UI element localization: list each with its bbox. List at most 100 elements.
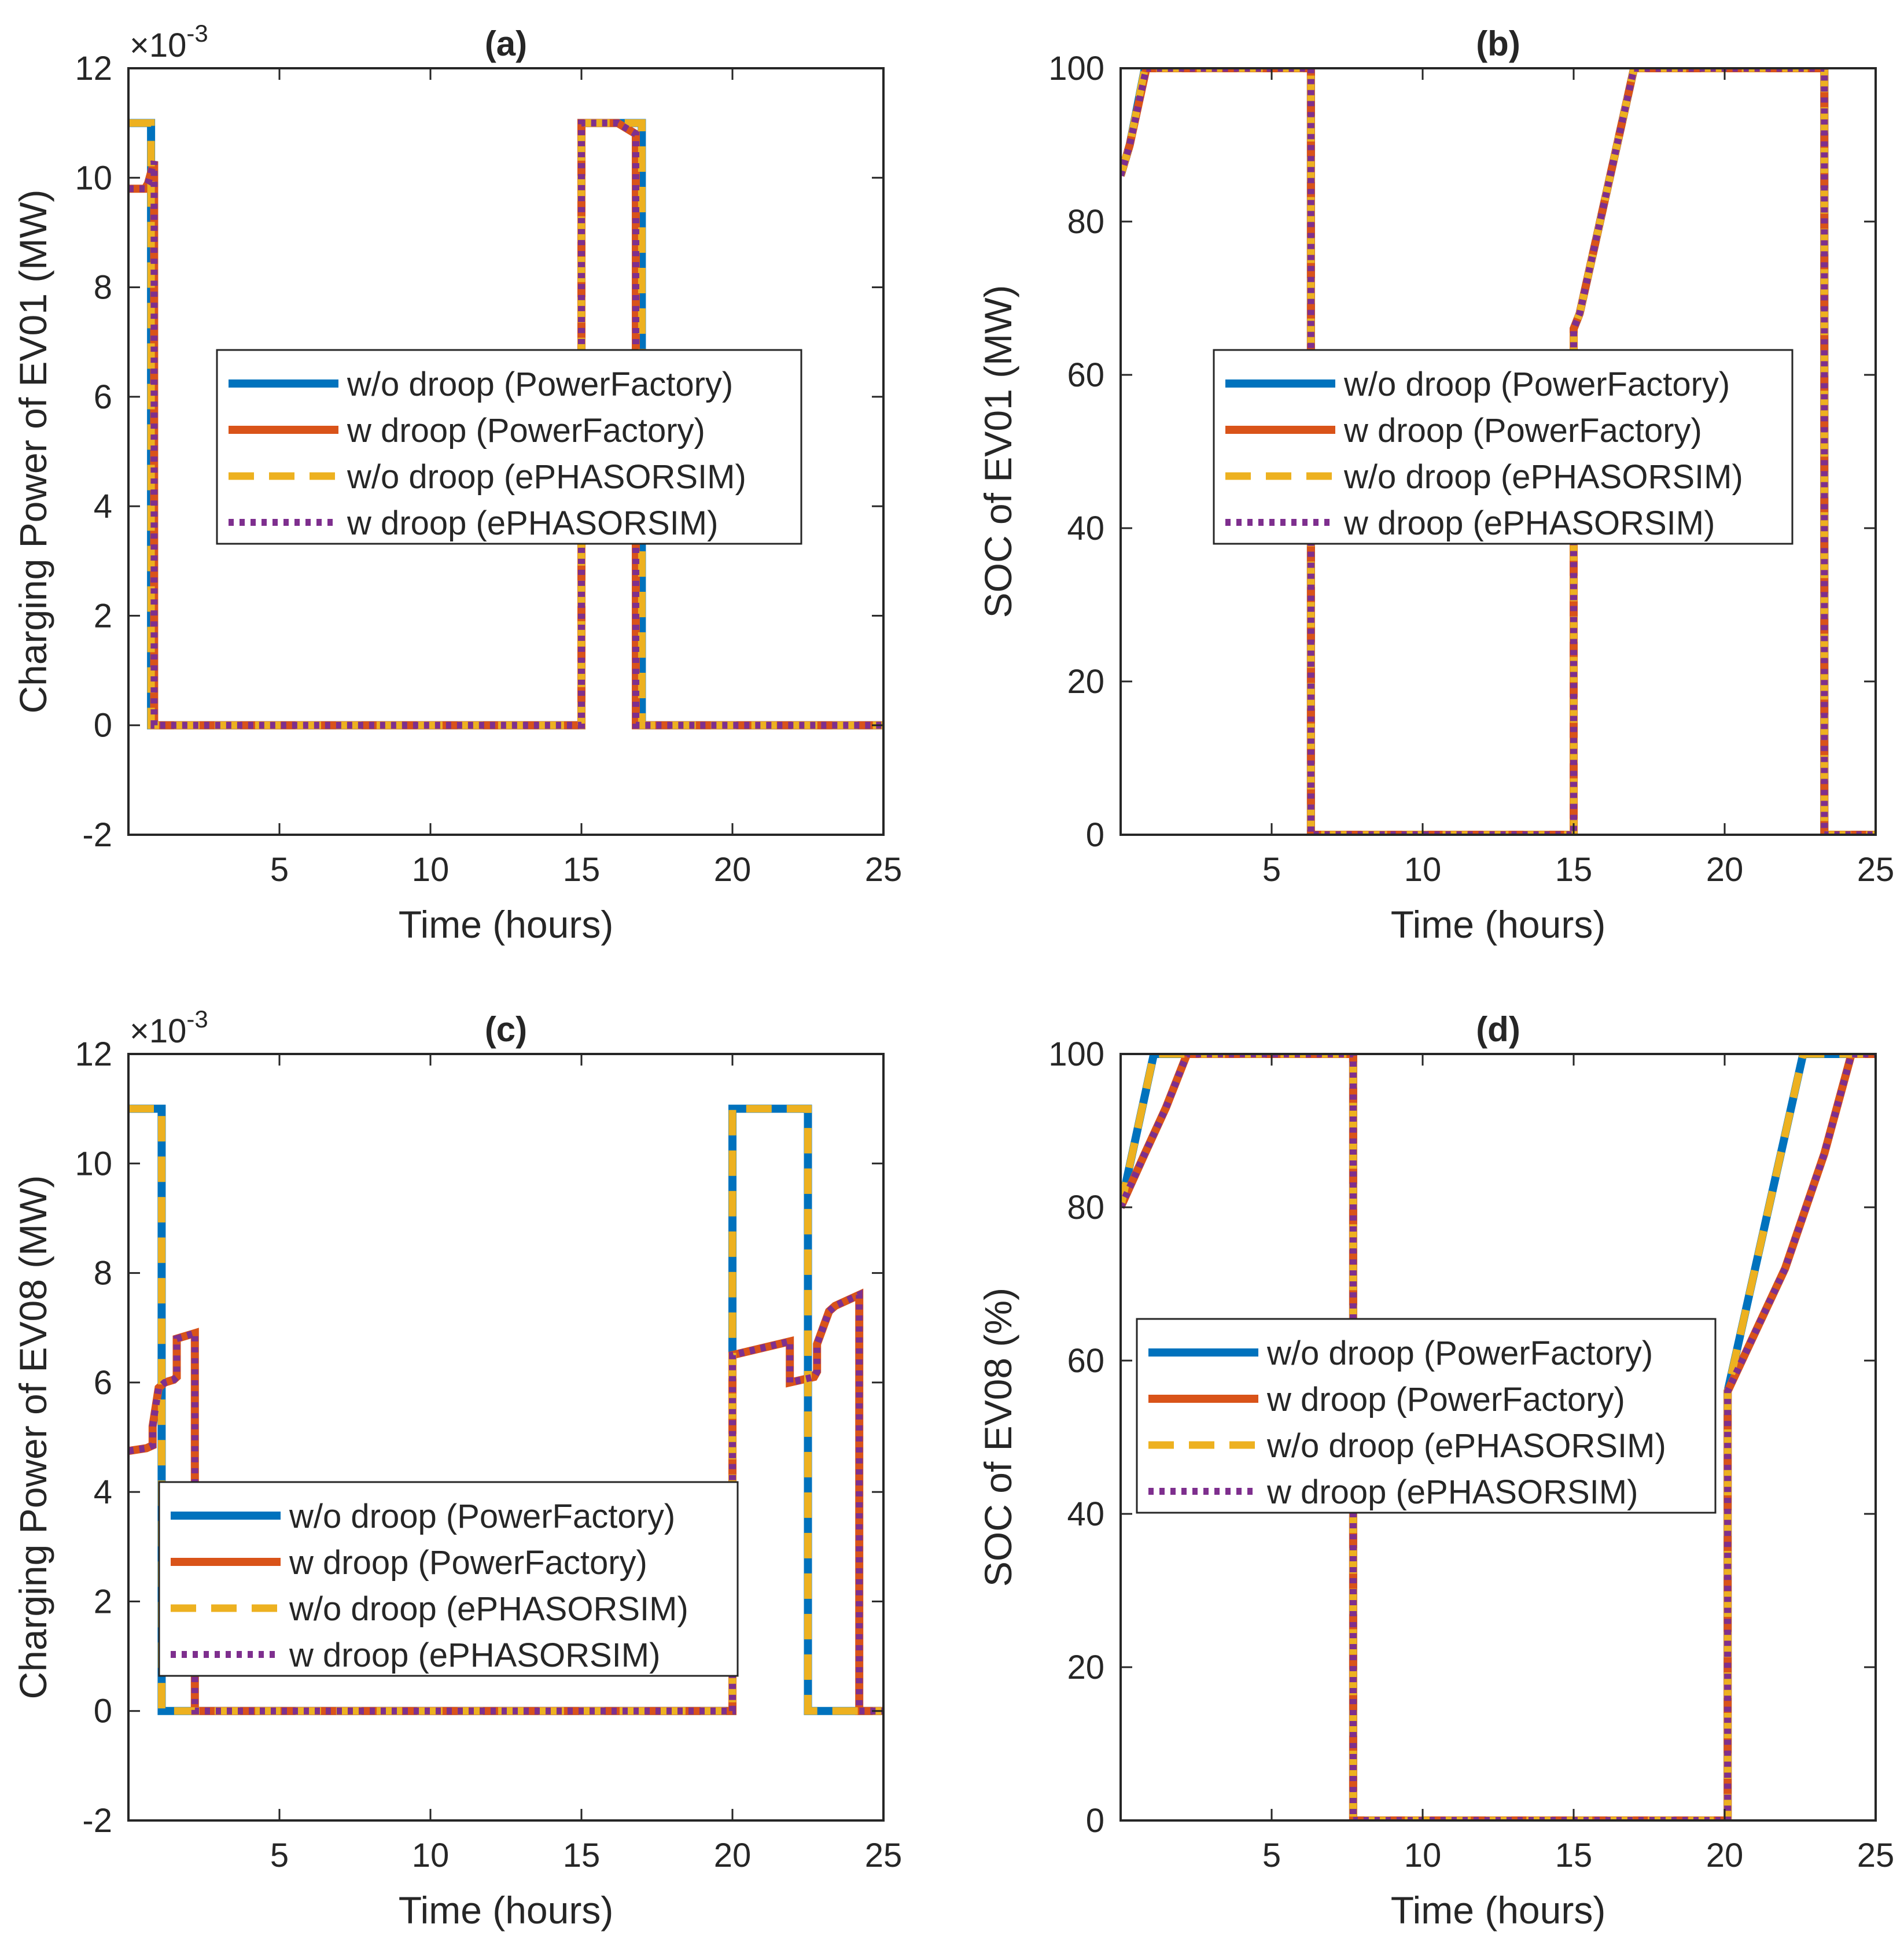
y-tick-label: 40 [1067, 510, 1104, 547]
x-tick-label: 20 [714, 1837, 752, 1874]
legend: w/o droop (PowerFactory) w droop (PowerFa… [158, 1481, 739, 1677]
axes-box [127, 67, 885, 836]
legend: w/o droop (PowerFactory) w droop (PowerFa… [1136, 1318, 1717, 1514]
y-tick-label: 40 [1067, 1495, 1104, 1533]
legend-label: w droop (ePHASORSIM) [289, 1637, 660, 1674]
series-line-4 [1121, 1054, 1876, 1820]
panel-d: 5 10 15 20 25 0 20 40 60 80 100 (d) Time (hours) SOC … [977, 1010, 1894, 1932]
series-line-1 [1121, 1054, 1876, 1820]
legend-label: w/o droop (PowerFactory) [1343, 366, 1730, 403]
x-tick-label: 20 [1706, 851, 1744, 889]
x-tick-label: 10 [412, 1837, 450, 1874]
y-tick-label: 6 [94, 1364, 112, 1402]
chart-title: (a) [485, 24, 527, 63]
y-tick-label: 12 [75, 1035, 112, 1073]
y-tick-label: 10 [75, 159, 112, 197]
axes-box [1119, 1053, 1877, 1822]
multiplier-exponent: -3 [186, 20, 208, 47]
legend-label: w/o droop (ePHASORSIM) [347, 458, 746, 496]
legend-label: w droop (PowerFactory) [1343, 412, 1702, 449]
chart-title: (b) [1476, 24, 1520, 63]
series-line-3 [1121, 68, 1876, 835]
legend-label: w/o droop (PowerFactory) [347, 366, 733, 403]
x-tick-label: 5 [270, 851, 289, 889]
legend-label: w/o droop (ePHASORSIM) [1266, 1427, 1666, 1465]
legend-label: w droop (PowerFactory) [289, 1544, 647, 1582]
x-tick-label: 10 [412, 851, 450, 889]
y-axis-label: Charging Power of EV08 (MW) [12, 1175, 54, 1700]
series-group [1121, 68, 1876, 835]
legend-label: w droop (PowerFactory) [1266, 1381, 1625, 1418]
chart-title: (c) [485, 1010, 527, 1049]
y-tick-label: 20 [1067, 1649, 1104, 1686]
panel-c: 5 10 15 20 25 -2 0 2 4 6 8 10 12 (c) Time (hours) Charg… [12, 1005, 902, 1932]
y-tick-label: 4 [94, 1473, 112, 1511]
y-tick-label: 2 [94, 597, 112, 635]
x-tick-label: 25 [865, 851, 903, 889]
chart-title: (d) [1476, 1010, 1520, 1049]
axes-box [127, 1053, 885, 1822]
y-tick-label: 4 [94, 488, 112, 525]
axes-box [1119, 67, 1877, 836]
x-axis-label: Time (hours) [399, 1889, 614, 1932]
legend-label: w/o droop (PowerFactory) [289, 1498, 675, 1535]
legend-label: w/o droop (PowerFactory) [1266, 1335, 1653, 1372]
multiplier-base: ×10 [130, 27, 186, 64]
multiplier-base: ×10 [130, 1012, 186, 1050]
legend-label: w/o droop (ePHASORSIM) [289, 1590, 688, 1628]
legend-label: w droop (ePHASORSIM) [1266, 1473, 1638, 1511]
series-line-4 [128, 1289, 883, 1715]
y-tick-label: 80 [1067, 1189, 1104, 1226]
y-axis-label: SOC of EV01 (MW) [977, 285, 1019, 618]
legend-label: w droop (ePHASORSIM) [347, 504, 718, 542]
x-tick-label: 15 [563, 1837, 601, 1874]
x-tick-label: 20 [1706, 1837, 1744, 1874]
y-tick-label: 0 [1086, 816, 1104, 854]
x-tick-label: 25 [1857, 1837, 1895, 1874]
y-tick-label: 100 [1048, 50, 1104, 87]
x-tick-label: 25 [865, 1837, 903, 1874]
x-tick-label: 25 [1857, 851, 1895, 889]
x-axis-label: Time (hours) [1391, 1889, 1606, 1932]
x-tick-label: 5 [1262, 851, 1281, 889]
legend: w/o droop (PowerFactory) w droop (PowerFa… [1213, 349, 1793, 545]
y-tick-label: 100 [1048, 1035, 1104, 1073]
legend-label: w droop (PowerFactory) [347, 412, 705, 449]
x-tick-label: 20 [714, 851, 752, 889]
x-tick-label: 5 [1262, 1837, 1281, 1874]
x-axis-label: Time (hours) [399, 903, 614, 946]
y-tick-label: 6 [94, 378, 112, 416]
legend-label: w droop (ePHASORSIM) [1343, 504, 1715, 542]
y-tick-label: 0 [1086, 1802, 1104, 1840]
x-axis-label: Time (hours) [1391, 903, 1606, 946]
multiplier-exponent: -3 [186, 1005, 208, 1033]
x-tick-label: 10 [1404, 851, 1442, 889]
x-tick-label: 10 [1404, 1837, 1442, 1874]
panel-b: 5 10 15 20 25 0 20 40 60 80 100 (b) Time (hours) SOC … [977, 24, 1894, 946]
y-tick-label: 8 [94, 269, 112, 307]
y-tick-label: 2 [94, 1583, 112, 1620]
panel-a: 5 10 15 20 25 -2 0 2 4 6 8 10 12 (a) Time (hours) Charg… [12, 20, 902, 946]
x-tick-label: 5 [270, 1837, 289, 1874]
y-tick-label: 60 [1067, 1342, 1104, 1380]
plot-area [128, 1054, 883, 1820]
axis-multiplier: ×10-3 [130, 1005, 208, 1050]
series-line-4 [128, 119, 883, 729]
legend: w/o droop (PowerFactory) w droop (PowerFa… [216, 349, 802, 545]
y-tick-label: 12 [75, 50, 112, 87]
y-tick-label: 20 [1067, 663, 1104, 701]
y-tick-label: 0 [94, 1693, 112, 1730]
y-tick-label: 10 [75, 1145, 112, 1182]
y-tick-label: 60 [1067, 356, 1104, 394]
series-group [128, 1104, 883, 1715]
y-tick-label: -2 [82, 816, 112, 854]
x-tick-label: 15 [1555, 1837, 1593, 1874]
y-tick-label: 0 [94, 707, 112, 745]
x-tick-label: 15 [1555, 851, 1593, 889]
series-group [1121, 1054, 1876, 1820]
x-tick-label: 15 [563, 851, 601, 889]
axis-multiplier: ×10-3 [130, 20, 208, 64]
legend-label: w/o droop (ePHASORSIM) [1343, 458, 1743, 496]
y-tick-label: -2 [82, 1802, 112, 1840]
y-axis-label: Charging Power of EV01 (MW) [12, 190, 54, 714]
